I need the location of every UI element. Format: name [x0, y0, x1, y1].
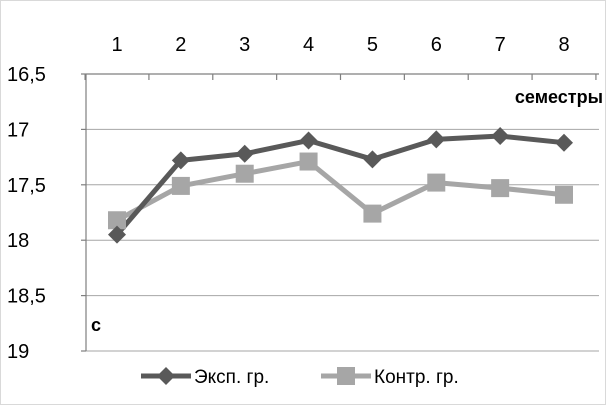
- x-axis-title: семестры: [515, 87, 603, 107]
- y-tick-label: 18: [7, 230, 29, 252]
- series-markers: [108, 127, 573, 244]
- y-tick-label: 16,5: [7, 64, 46, 86]
- series-2-point: [363, 204, 382, 223]
- series-2-point: [555, 185, 573, 204]
- series-1-point: [491, 127, 510, 146]
- series-1-point: [427, 130, 446, 149]
- x-tick-label: 5: [367, 34, 378, 56]
- series-1-point: [299, 131, 318, 150]
- legend-label: Контр. гр.: [374, 367, 459, 388]
- legend-marker: [157, 367, 175, 385]
- y-tick-label: 19: [7, 341, 29, 363]
- x-tick-label: 7: [495, 34, 506, 56]
- axes: [81, 73, 599, 352]
- x-tick-label: 2: [175, 34, 186, 56]
- x-tick-label: 4: [303, 34, 314, 56]
- series-2-point: [171, 176, 190, 195]
- x-tick-label: 1: [111, 34, 122, 56]
- x-tick-label: 3: [239, 34, 250, 56]
- series-1-point: [235, 144, 254, 163]
- legend-marker: [337, 367, 355, 385]
- series-2-point: [491, 179, 510, 198]
- x-tick-labels: 1 2 3 4 5 6 7 8: [111, 34, 569, 56]
- x-tick-label: 6: [431, 34, 442, 56]
- series-2-point: [235, 164, 254, 183]
- series-1-point: [363, 150, 382, 169]
- series-2-point: [108, 211, 126, 230]
- gridlines: [86, 128, 599, 352]
- legend: Эксп. гр. Контр. гр.: [141, 367, 459, 388]
- series-1-point: [555, 133, 573, 152]
- legend-label: Эксп. гр.: [194, 367, 269, 388]
- series-1-point: [108, 225, 126, 244]
- y-tick-label: 17: [7, 119, 29, 141]
- series-2-point: [427, 173, 446, 192]
- series-1-point: [171, 151, 190, 170]
- series-line-2: [115, 159, 565, 223]
- x-tick-label: 8: [558, 34, 569, 56]
- y-tick-labels: 16,5 17 17,5 18 18,5 19: [7, 64, 46, 363]
- series-line-1: [115, 133, 565, 237]
- series-2-point: [299, 152, 318, 171]
- y-tick-label: 18,5: [7, 286, 46, 308]
- y-axis-title: с: [91, 315, 101, 335]
- series-lines: [115, 133, 565, 237]
- y-tick-label: 17,5: [7, 175, 46, 197]
